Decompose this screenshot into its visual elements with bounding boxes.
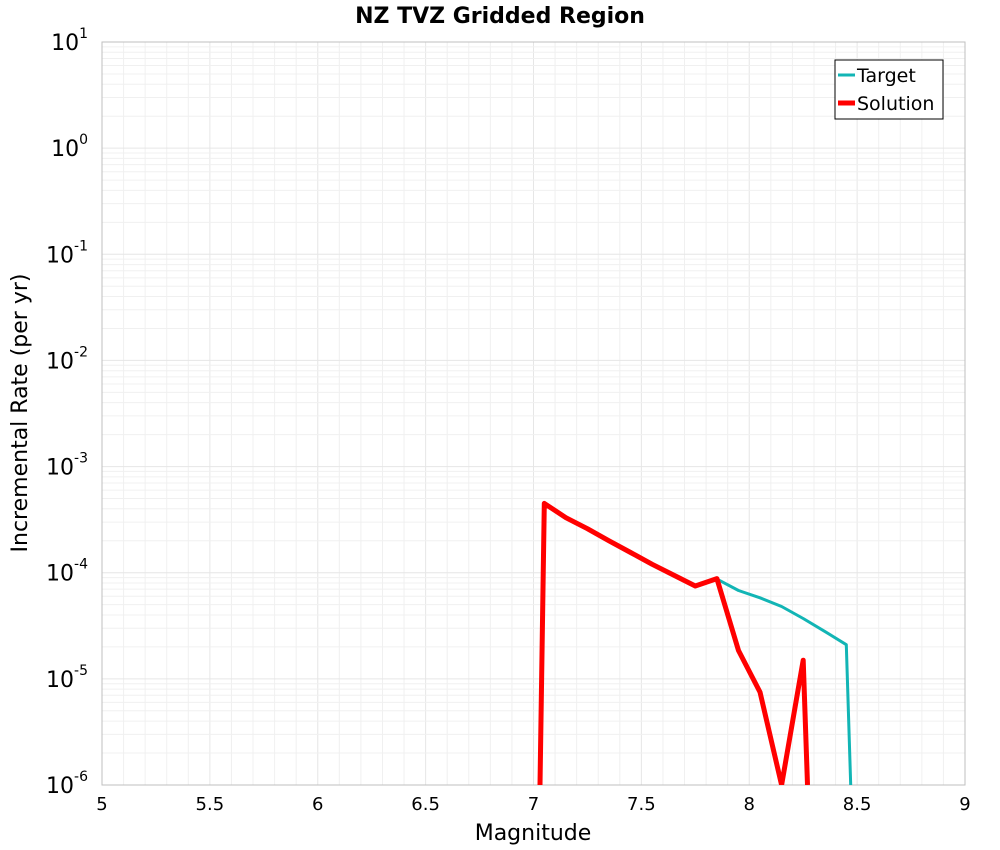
grid	[101, 42, 966, 786]
y-tick-label: 101	[51, 26, 88, 56]
x-axis-label: Magnitude	[475, 821, 592, 846]
x-tick-label: 6	[312, 794, 323, 815]
y-axis-label: Incremental Rate (per yr)	[8, 274, 33, 553]
x-tick-labels: 5 5.5 6 6.5 7 7.5 8 8.5 9	[96, 794, 970, 815]
y-tick-label: 10-3	[46, 451, 88, 481]
x-tick-label: 8	[744, 794, 755, 815]
y-tick-label: 10-4	[46, 557, 88, 587]
legend-label-target: Target	[856, 65, 916, 87]
x-tick-label: 8.5	[843, 794, 872, 815]
series-layer	[537, 500, 853, 785]
x-tick-label: 9	[959, 794, 970, 815]
y-tick-label: 10-2	[46, 344, 88, 374]
legend-label-solution: Solution	[857, 93, 934, 115]
legend-box	[834, 59, 944, 120]
legend: Target Solution	[834, 59, 944, 120]
series-line-solution	[537, 500, 810, 785]
plot-area-frame	[101, 41, 966, 786]
y-tick-labels: 101 100 10-1 10-2 10-3 10-4 10-5 10-6	[46, 26, 88, 799]
y-tick-label: 100	[51, 132, 88, 162]
x-tick-label: 5	[96, 794, 107, 815]
x-tick-label: 7.5	[627, 794, 656, 815]
y-tick-label: 10-6	[46, 769, 88, 799]
y-tick-label: 10-1	[46, 238, 88, 268]
x-tick-label: 7	[528, 794, 539, 815]
x-tick-label: 6.5	[411, 794, 440, 815]
y-tick-label: 10-5	[46, 663, 88, 693]
x-tick-label: 5.5	[196, 794, 225, 815]
chart-title: NZ TVZ Gridded Region	[355, 4, 645, 29]
